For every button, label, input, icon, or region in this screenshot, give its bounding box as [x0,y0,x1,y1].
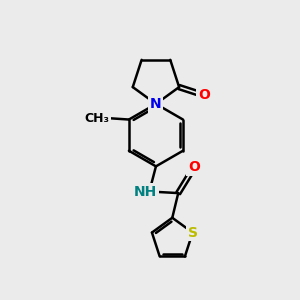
Text: O: O [188,160,200,174]
Text: N: N [150,97,162,111]
Text: NH: NH [134,184,157,199]
Text: S: S [188,226,198,240]
Text: CH₃: CH₃ [85,112,110,124]
Text: O: O [198,88,210,102]
